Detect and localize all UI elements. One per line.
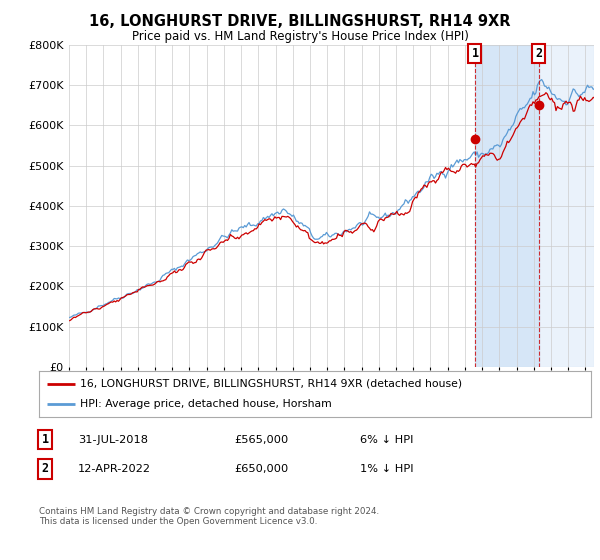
Bar (475, 45, 539, 367)
Text: 16, LONGHURST DRIVE, BILLINGSHURST, RH14 9XR (detached house): 16, LONGHURST DRIVE, BILLINGSHURST, RH14… (80, 379, 463, 389)
Text: £650,000: £650,000 (234, 464, 288, 474)
Text: £565,000: £565,000 (234, 435, 288, 445)
Text: Contains HM Land Registry data © Crown copyright and database right 2024.
This d: Contains HM Land Registry data © Crown c… (39, 507, 379, 526)
Text: 1: 1 (472, 47, 479, 60)
Text: 2: 2 (535, 47, 542, 60)
Text: 1: 1 (41, 433, 49, 446)
Text: 1% ↓ HPI: 1% ↓ HPI (360, 464, 413, 474)
Text: 31-JUL-2018: 31-JUL-2018 (78, 435, 148, 445)
Text: 2: 2 (41, 462, 49, 475)
Text: Price paid vs. HM Land Registry's House Price Index (HPI): Price paid vs. HM Land Registry's House … (131, 30, 469, 43)
Text: 6% ↓ HPI: 6% ↓ HPI (360, 435, 413, 445)
Text: HPI: Average price, detached house, Horsham: HPI: Average price, detached house, Hors… (80, 399, 332, 409)
Text: 16, LONGHURST DRIVE, BILLINGSHURST, RH14 9XR: 16, LONGHURST DRIVE, BILLINGSHURST, RH14… (89, 14, 511, 29)
Bar (539, 45, 594, 367)
Text: 12-APR-2022: 12-APR-2022 (78, 464, 151, 474)
